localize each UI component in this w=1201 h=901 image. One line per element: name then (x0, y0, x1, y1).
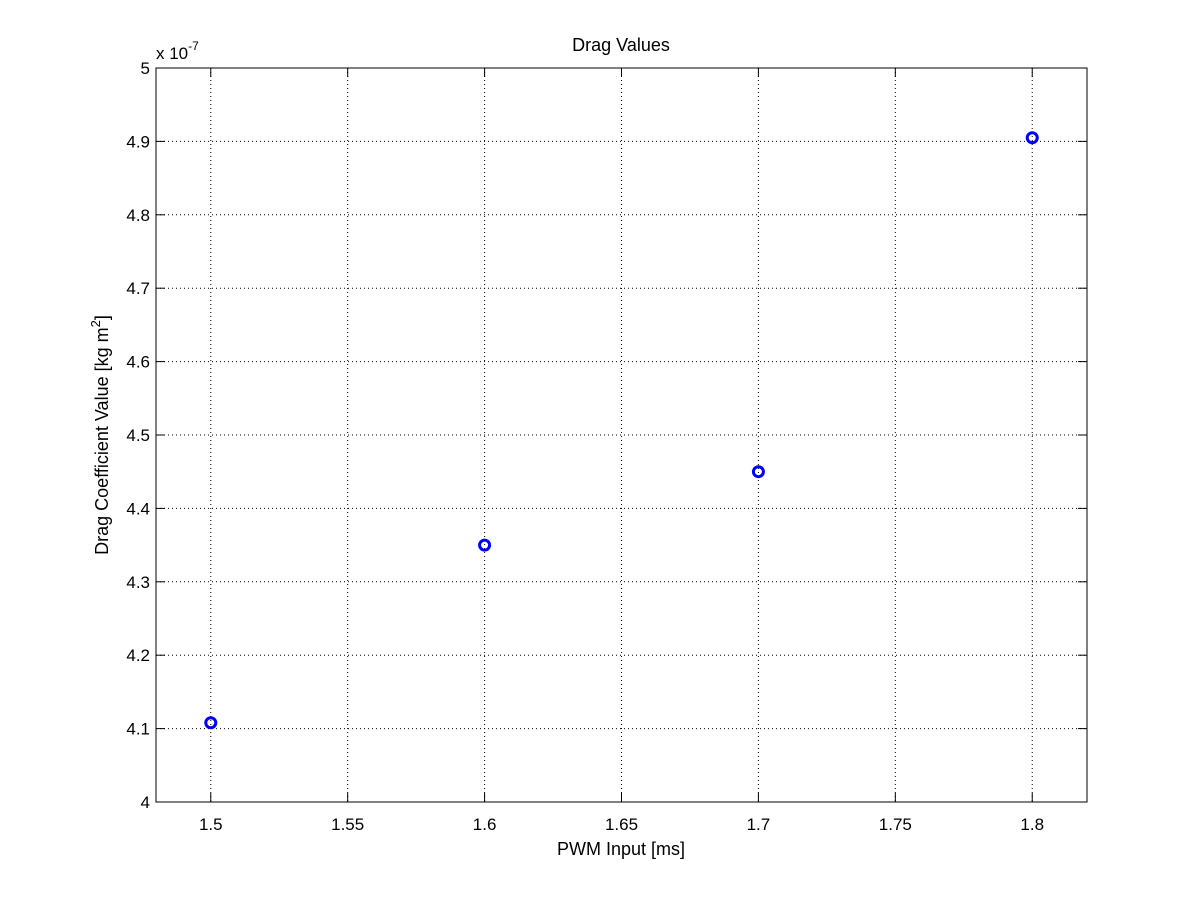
y-tick-label: 4.1 (126, 720, 150, 739)
x-tick-label: 1.8 (1020, 815, 1044, 834)
y-axis-label-main: Drag Coefficient Value [kg m (92, 327, 112, 554)
y-axis-label-close: ] (92, 315, 112, 320)
y-axis-label-superscript: 2 (88, 320, 103, 327)
y-tick-label: 4.5 (126, 426, 150, 445)
y-tick-label: 4.4 (126, 499, 150, 518)
y-axis-multiplier: x 10-7 (156, 39, 199, 63)
data-point-marker (1025, 131, 1039, 145)
y-tick-label: 4.6 (126, 353, 150, 372)
x-tick-label: 1.75 (879, 815, 912, 834)
grid-lines (156, 67, 1087, 803)
y-tick-labels: 4 4.1 4.2 4.3 4.4 4.5 4.6 4.7 4.8 4.9 5 (126, 59, 150, 812)
x-tick-label: 1.55 (331, 815, 364, 834)
y-tick-label: 5 (141, 59, 150, 78)
x-tick-label: 1.7 (747, 815, 771, 834)
data-point-marker (204, 716, 218, 730)
y-axis-multiplier-base: x 10 (156, 44, 188, 63)
y-axis-label: Drag Coefficient Value [kg m2] (88, 315, 112, 555)
x-tick-label: 1.6 (473, 815, 497, 834)
y-axis-multiplier-exponent: -7 (188, 39, 199, 53)
x-tick-label: 1.65 (605, 815, 638, 834)
chart-title: Drag Values (572, 35, 670, 55)
y-tick-label: 4.3 (126, 573, 150, 592)
y-tick-label: 4.9 (126, 132, 150, 151)
x-tick-label: 1.5 (199, 815, 223, 834)
y-tick-label: 4.8 (126, 206, 150, 225)
y-tick-label: 4 (141, 793, 150, 812)
y-tick-label: 4.7 (126, 279, 150, 298)
x-tick-labels: 1.5 1.55 1.6 1.65 1.7 1.75 1.8 (199, 815, 1044, 834)
axis-ticks (156, 67, 1087, 803)
x-axis-label: PWM Input [ms] (557, 839, 685, 859)
plot-area-frame (155, 67, 1088, 803)
data-points (204, 131, 1039, 730)
data-point-marker (478, 538, 492, 552)
y-tick-label: 4.2 (126, 646, 150, 665)
data-point-marker (751, 465, 765, 479)
